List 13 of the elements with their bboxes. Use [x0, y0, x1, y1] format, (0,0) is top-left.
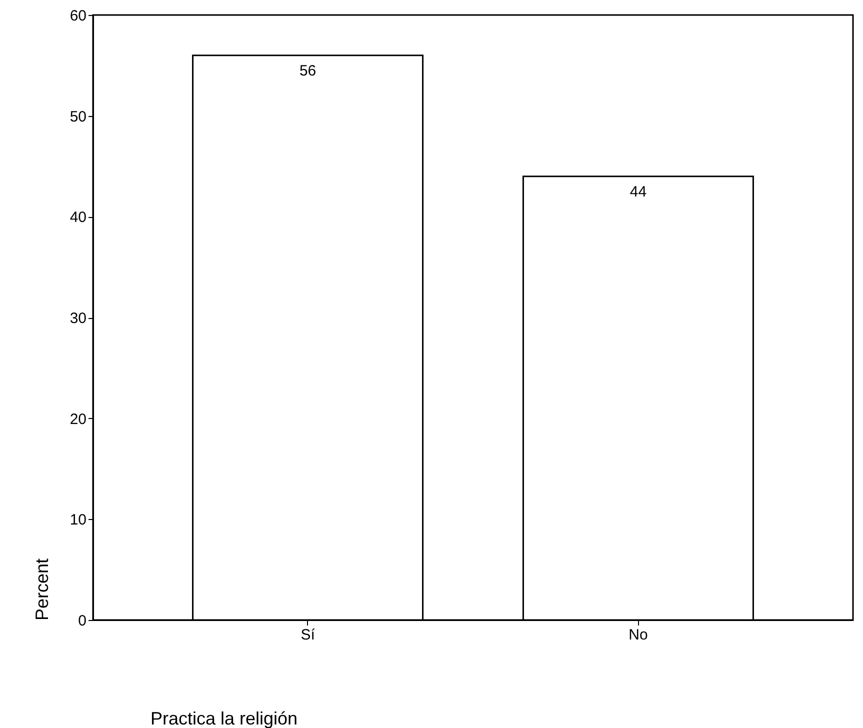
x-tick-label: Sí	[300, 626, 316, 644]
y-tick-label: 0	[78, 612, 86, 630]
y-tick-label: 30	[70, 310, 86, 327]
x-tick-label: No	[628, 626, 648, 644]
x-axis-title: Practica la religión	[150, 708, 298, 728]
y-tick-label: 40	[70, 209, 86, 226]
data-label: 44	[630, 183, 647, 200]
y-axis-title: Percent	[32, 558, 52, 620]
y-tick-label: 50	[70, 108, 86, 126]
y-tick-label: 20	[70, 410, 86, 428]
y-tick-label: 10	[70, 512, 86, 529]
data-label: 56	[299, 62, 316, 80]
y-tick-label: 60	[70, 8, 86, 24]
